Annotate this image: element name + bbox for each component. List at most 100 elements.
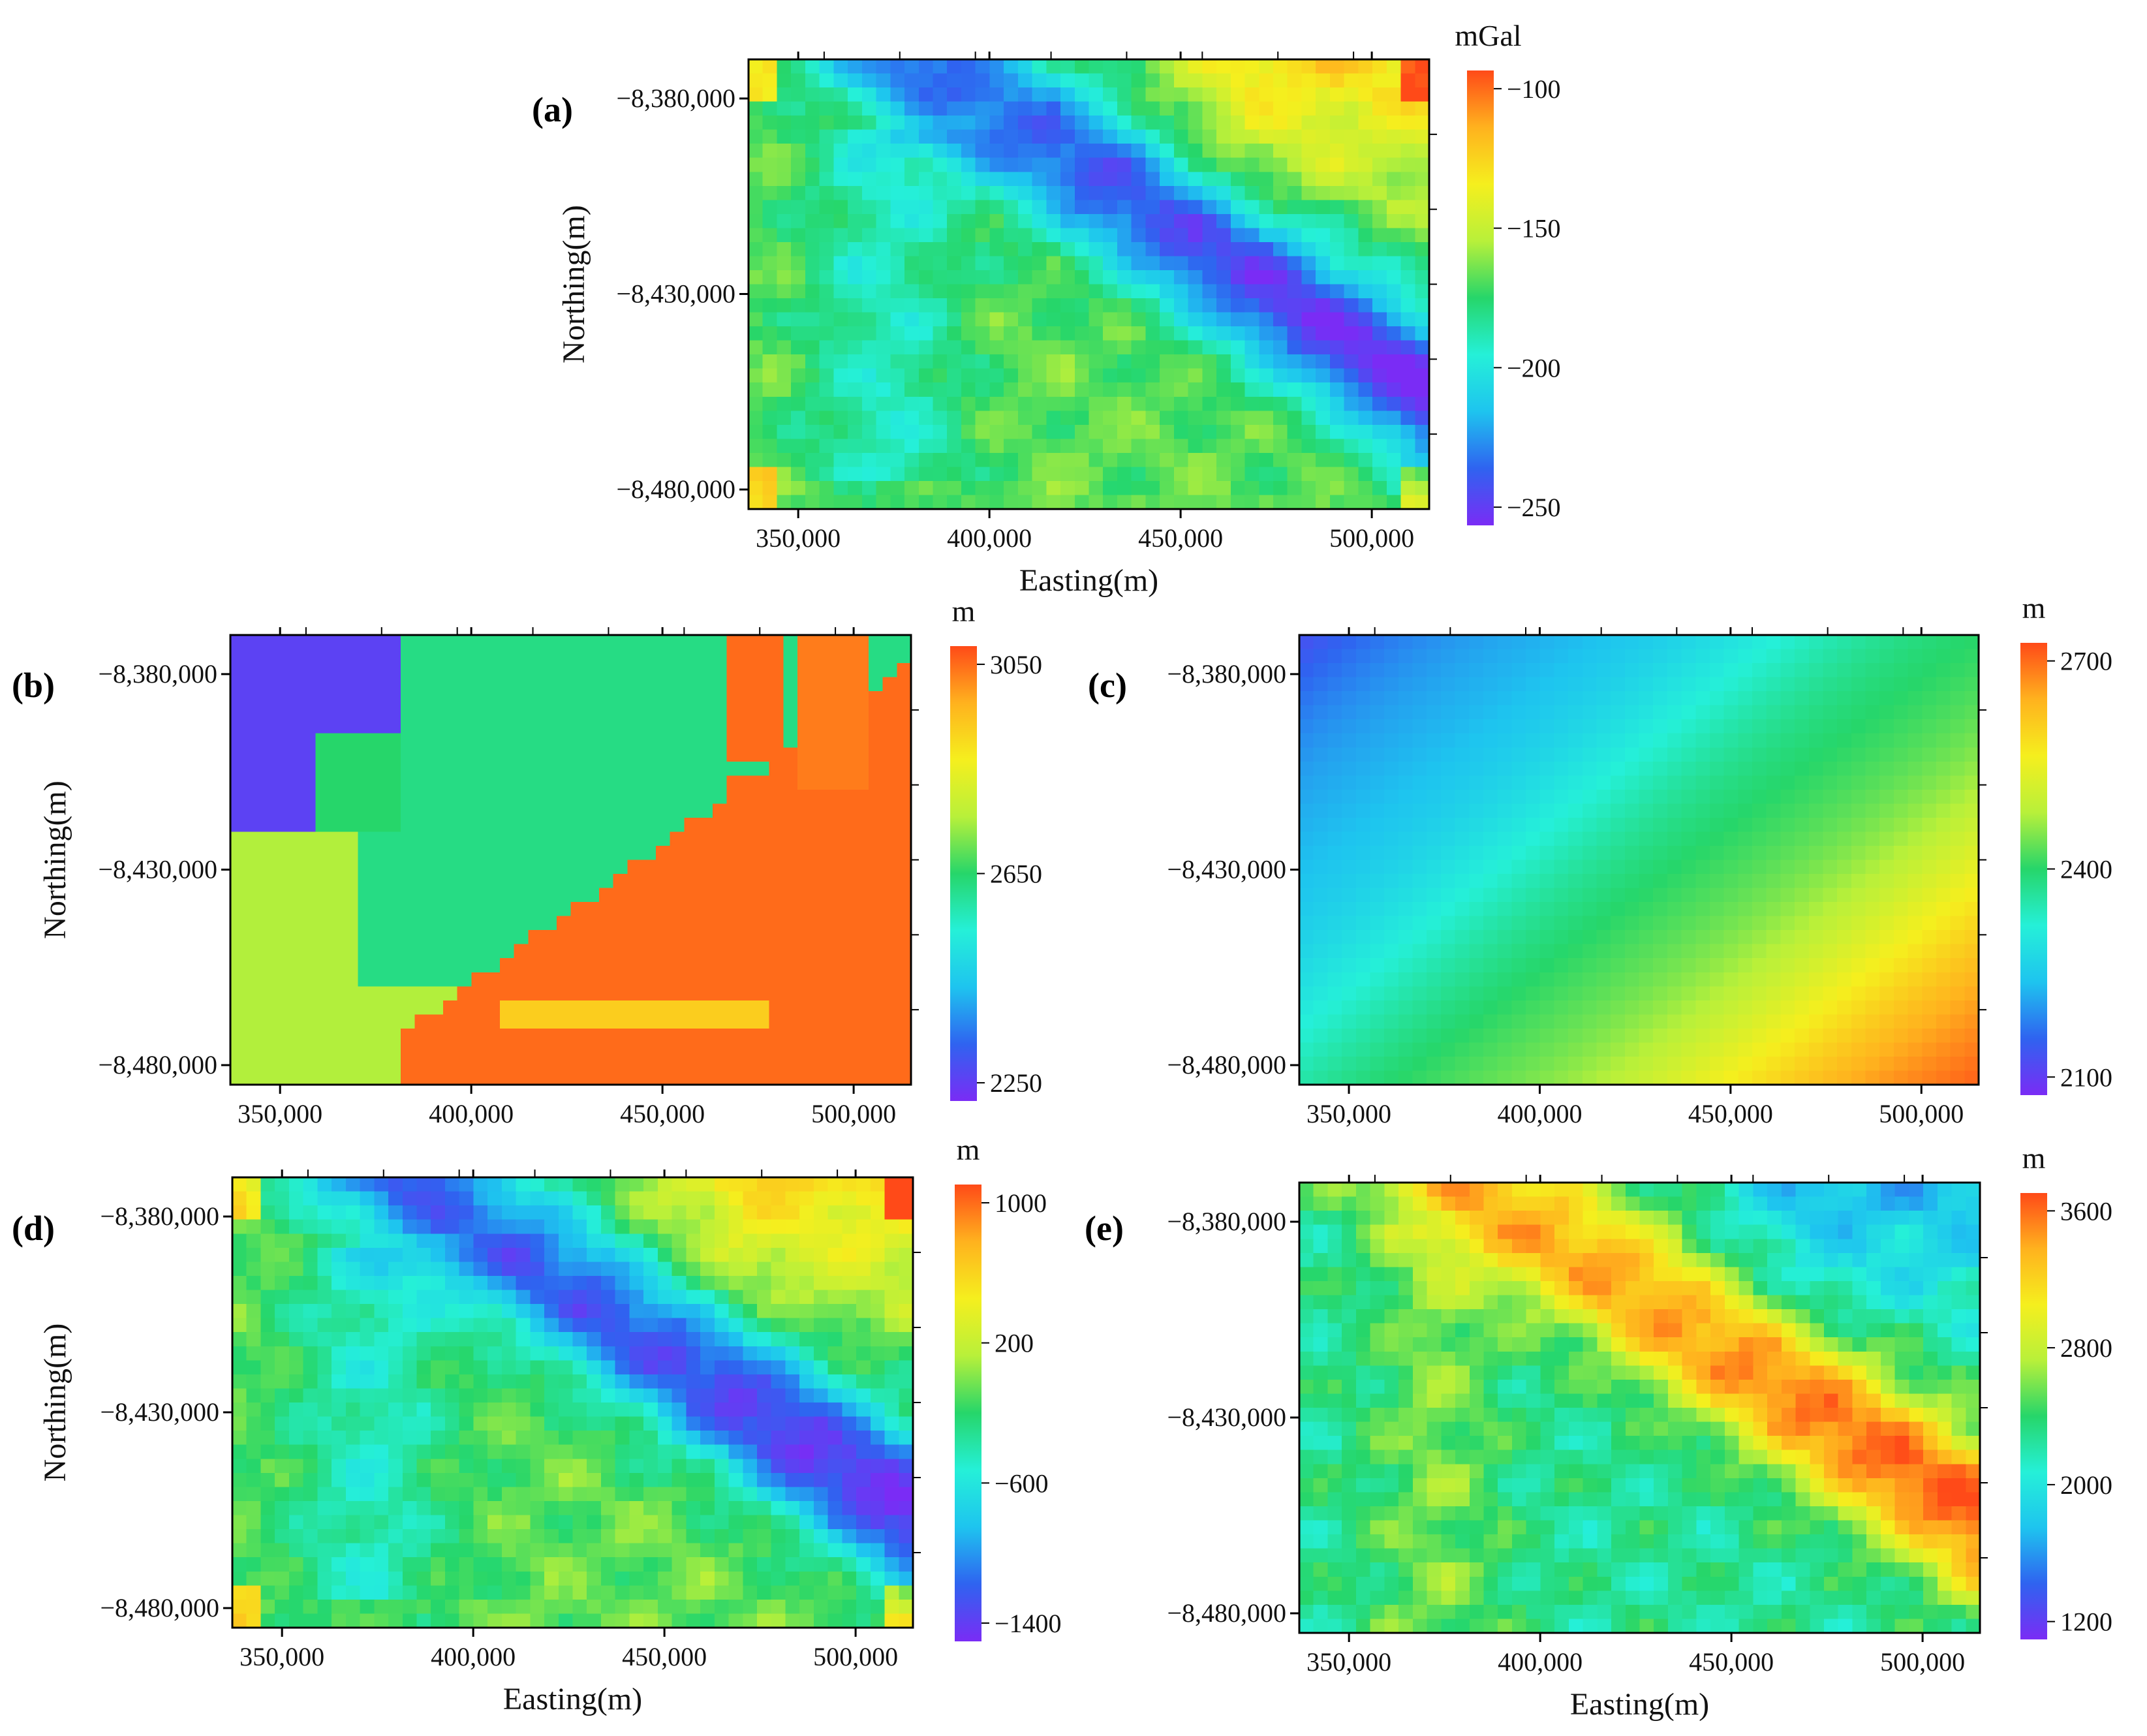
heatmap-cell bbox=[842, 1191, 857, 1206]
heatmap-cell bbox=[1017, 87, 1033, 102]
heatmap-cell bbox=[1074, 439, 1090, 454]
heatmap-cell bbox=[1370, 1070, 1385, 1085]
heatmap-cell bbox=[1851, 803, 1866, 818]
heatmap-cell bbox=[1539, 1014, 1555, 1029]
heatmap-cell bbox=[1287, 354, 1303, 369]
heatmap-cell bbox=[1808, 635, 1824, 650]
heatmap-cell bbox=[374, 1177, 389, 1192]
heatmap-cell bbox=[670, 691, 685, 706]
heatmap-cell bbox=[1117, 241, 1132, 257]
heatmap-cell bbox=[897, 1000, 912, 1015]
heatmap-cell bbox=[1230, 326, 1246, 341]
heatmap-cell bbox=[854, 1070, 869, 1085]
heatmap-cell bbox=[301, 677, 317, 692]
heatmap-cell bbox=[1568, 677, 1583, 692]
heatmap-cell bbox=[1202, 270, 1217, 285]
heatmap-cell bbox=[1074, 411, 1090, 426]
heatmap-cell bbox=[1301, 59, 1316, 74]
heatmap-cell bbox=[1244, 59, 1260, 74]
heatmap-cell bbox=[1624, 761, 1640, 777]
heatmap-cell bbox=[1709, 705, 1725, 720]
heatmap-cell bbox=[1440, 775, 1456, 790]
heatmap-cell bbox=[904, 396, 919, 412]
heatmap-cell bbox=[1526, 1042, 1541, 1057]
heatmap-cell bbox=[1483, 789, 1498, 805]
heatmap-cell bbox=[975, 116, 991, 131]
heatmap-cell bbox=[585, 930, 600, 945]
heatmap-cell bbox=[947, 157, 962, 173]
heatmap-cell bbox=[741, 705, 756, 720]
heatmap-cell bbox=[1851, 677, 1866, 692]
heatmap-cell bbox=[1358, 424, 1373, 440]
heatmap-cell bbox=[1497, 958, 1513, 973]
heatmap-cell bbox=[1384, 705, 1399, 720]
heatmap-cell bbox=[528, 803, 543, 818]
heatmap-cell bbox=[1259, 157, 1274, 173]
heatmap-cell bbox=[1539, 845, 1555, 861]
heatmap-cell bbox=[811, 845, 827, 861]
heatmap-cell bbox=[570, 775, 586, 790]
heatmap-cell bbox=[627, 663, 642, 678]
heatmap-cell bbox=[1355, 817, 1371, 833]
heatmap-cell bbox=[904, 241, 919, 257]
heatmap-cell bbox=[1738, 874, 1753, 889]
heatmap-cell bbox=[1400, 256, 1416, 271]
heatmap-cell bbox=[315, 775, 330, 790]
heatmap-cell bbox=[570, 972, 586, 987]
heatmap-cell bbox=[1780, 803, 1795, 818]
heatmap-cell bbox=[332, 1247, 347, 1263]
heatmap-cell bbox=[918, 241, 934, 257]
heatmap-cell bbox=[769, 902, 784, 917]
heatmap-cell bbox=[1145, 354, 1160, 369]
heatmap-cell bbox=[1004, 452, 1019, 468]
heatmap-cell bbox=[1837, 845, 1852, 861]
heatmap-cell bbox=[1851, 747, 1866, 762]
heatmap-cell bbox=[890, 270, 905, 285]
heatmap-cell bbox=[876, 382, 891, 397]
heatmap-cell bbox=[330, 691, 345, 706]
heatmap-cell bbox=[613, 831, 628, 846]
heatmap-cell bbox=[1342, 663, 1357, 678]
heatmap-cell bbox=[613, 663, 628, 678]
heatmap-cell bbox=[1202, 382, 1217, 397]
heatmap-cell bbox=[1273, 354, 1288, 369]
heatmap-cell bbox=[1893, 733, 1909, 749]
heatmap-cell bbox=[1216, 228, 1231, 243]
heatmap-cell bbox=[613, 691, 628, 706]
heatmap-cell bbox=[1032, 396, 1047, 412]
heatmap-cell bbox=[1653, 649, 1668, 664]
heatmap-cell bbox=[1089, 144, 1104, 159]
heatmap-cell bbox=[528, 958, 543, 973]
heatmap-cell bbox=[684, 789, 699, 805]
heatmap-cell bbox=[1342, 902, 1357, 917]
heatmap-cell bbox=[1273, 411, 1288, 426]
heatmap-cell bbox=[947, 467, 962, 482]
heatmap-cell bbox=[749, 213, 764, 229]
heatmap-cell bbox=[989, 411, 1004, 426]
heatmap-cell bbox=[712, 888, 728, 903]
heatmap-cell bbox=[627, 733, 642, 749]
heatmap-cell bbox=[1483, 1014, 1498, 1029]
heatmap-cell bbox=[1455, 845, 1470, 861]
heatmap-cell bbox=[1879, 986, 1894, 1001]
heatmap-cell bbox=[442, 705, 458, 720]
heatmap-cell bbox=[258, 958, 273, 973]
heatmap-cell bbox=[471, 789, 486, 805]
heatmap-cell bbox=[1412, 986, 1427, 1001]
heatmap-cell bbox=[897, 677, 912, 692]
heatmap-cell bbox=[1879, 930, 1894, 945]
heatmap-cell bbox=[1851, 775, 1866, 790]
heatmap-cell bbox=[1440, 649, 1456, 664]
heatmap-cell bbox=[301, 1028, 317, 1044]
heatmap-cell bbox=[1795, 747, 1810, 762]
heatmap-cell bbox=[230, 831, 245, 846]
heatmap-cell bbox=[431, 1233, 446, 1248]
heatmap-cell bbox=[848, 73, 863, 88]
heatmap-cell bbox=[1046, 452, 1061, 468]
heatmap-cell bbox=[1244, 157, 1260, 173]
heatmap-cell bbox=[260, 1191, 275, 1206]
heatmap-cell bbox=[1398, 663, 1413, 678]
heatmap-cell bbox=[600, 1205, 616, 1220]
heatmap-cell bbox=[1695, 817, 1710, 833]
heatmap-cell bbox=[1964, 663, 1979, 678]
